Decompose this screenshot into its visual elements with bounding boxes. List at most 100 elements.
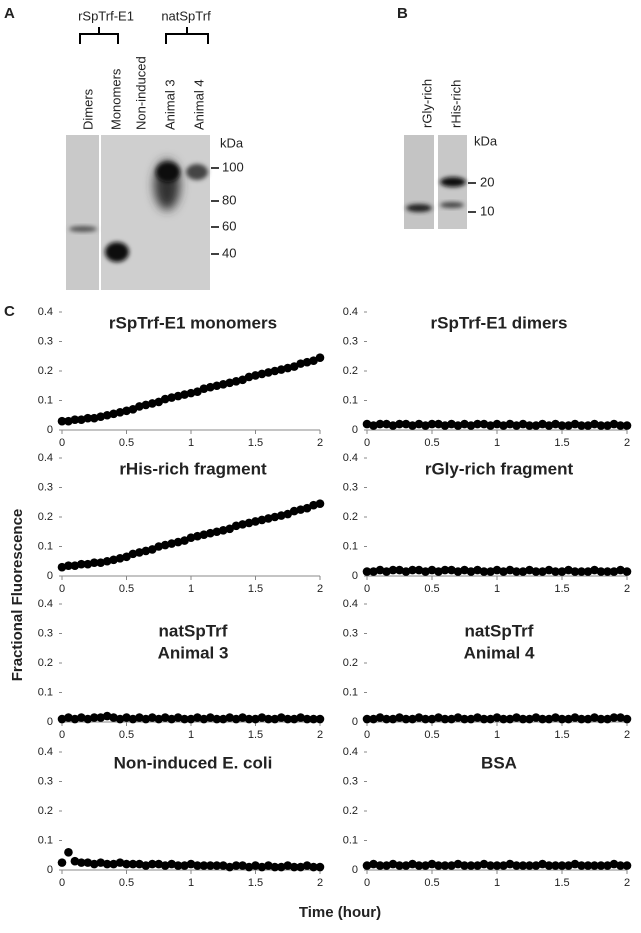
point	[57, 858, 67, 867]
point	[525, 421, 534, 430]
point	[505, 565, 515, 575]
point	[148, 545, 157, 554]
lane-label: Monomers	[108, 68, 123, 130]
point	[135, 859, 144, 869]
point	[447, 861, 456, 870]
point	[473, 419, 482, 429]
point	[238, 713, 247, 722]
point	[401, 714, 411, 724]
x-tick-label: 1	[188, 437, 194, 449]
point	[603, 567, 612, 576]
point	[590, 419, 599, 429]
point	[257, 369, 267, 379]
point	[609, 859, 619, 869]
x-tick-label: 0.5	[119, 583, 134, 595]
point	[375, 861, 385, 870]
point	[492, 419, 502, 429]
x-tick-label: 0	[364, 729, 370, 741]
point	[453, 713, 463, 722]
point	[154, 714, 164, 724]
point	[83, 413, 93, 423]
chart-title: Animal 4	[464, 643, 535, 662]
chart-title: rHis-rich fragment	[119, 459, 267, 478]
band	[69, 226, 97, 232]
point	[206, 713, 215, 722]
point	[128, 405, 138, 414]
point	[277, 511, 286, 520]
y-tick-label: 0.2	[343, 805, 358, 817]
point	[505, 419, 515, 429]
point	[257, 713, 267, 722]
point	[531, 713, 541, 722]
panel-label: C	[4, 303, 15, 320]
point	[135, 713, 144, 722]
point	[577, 421, 586, 430]
panel-label: B	[397, 5, 408, 22]
point	[167, 859, 176, 869]
point	[238, 375, 247, 385]
point	[577, 567, 586, 576]
marker-label: 80	[222, 192, 236, 207]
x-tick-label: 0.5	[424, 583, 439, 595]
point	[401, 419, 411, 429]
point	[315, 862, 325, 872]
x-tick-label: 2	[317, 729, 323, 741]
y-tick-label: 0.2	[38, 657, 53, 669]
point	[109, 555, 118, 565]
point	[64, 848, 73, 857]
y-tick-label: 0.1	[343, 540, 358, 552]
point	[616, 861, 625, 870]
point	[551, 567, 560, 576]
y-tick-label: 0	[352, 570, 358, 582]
point	[557, 714, 567, 724]
point	[362, 714, 372, 724]
y-tick-label: 0.1	[38, 540, 53, 552]
point	[244, 372, 254, 382]
point	[570, 859, 580, 869]
panel-label: A	[4, 5, 15, 22]
x-tick-label: 0	[364, 877, 370, 889]
point	[302, 714, 312, 724]
point	[315, 714, 325, 724]
point	[302, 357, 312, 367]
x-tick-label: 0.5	[119, 877, 134, 889]
y-tick-label: 0	[47, 424, 53, 436]
point	[115, 858, 125, 867]
y-tick-label: 0.1	[38, 394, 53, 406]
point	[369, 859, 378, 869]
point	[414, 419, 424, 429]
point	[603, 714, 612, 724]
point	[427, 714, 437, 724]
x-tick-label: 1	[188, 583, 194, 595]
point	[199, 861, 209, 870]
point	[486, 714, 495, 724]
point	[57, 416, 67, 426]
point	[408, 421, 417, 430]
x-tick-label: 1.5	[248, 729, 263, 741]
point	[382, 861, 391, 870]
point	[479, 714, 489, 724]
point	[238, 861, 247, 870]
y-tick-label: 0.3	[343, 775, 358, 787]
point	[160, 861, 170, 870]
point	[408, 565, 417, 575]
y-tick-label: 0.1	[38, 834, 53, 846]
point	[277, 365, 286, 374]
point	[270, 862, 280, 872]
point	[622, 714, 632, 724]
chart-title: rSpTrf-E1 monomers	[109, 313, 277, 332]
point	[460, 714, 469, 724]
y-tick-label: 0.4	[38, 598, 53, 610]
x-tick-label: 1	[188, 877, 194, 889]
x-tick-label: 0	[364, 437, 370, 449]
point	[102, 410, 112, 420]
point	[622, 861, 632, 870]
y-tick-label: 0.2	[38, 511, 53, 523]
point	[173, 537, 183, 547]
chart-title: natSpTrf	[465, 621, 534, 640]
point	[57, 562, 67, 572]
point	[388, 421, 398, 430]
point	[160, 394, 170, 404]
y-tick-label: 0.2	[343, 511, 358, 523]
point	[70, 415, 80, 424]
